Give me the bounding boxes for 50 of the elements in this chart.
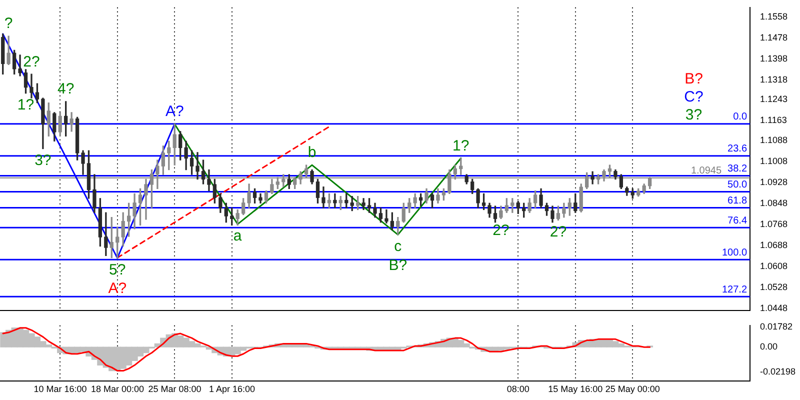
y-tick-label: 1.1318 [760,74,788,84]
annotation: 1? [17,96,34,114]
y-tick-label: 1.0608 [760,260,788,271]
y-tick-label: -0.02198 [760,366,796,376]
annotation: B? [684,70,703,88]
ref-line-label: 1.0945 [690,166,722,177]
annotation: A? [165,102,184,120]
annotation: B? [388,256,408,274]
annotation: 2? [23,53,40,70]
y-tick-label: 1.1008 [760,156,788,166]
y-tick-label: 1.1163 [760,115,787,126]
ref-line-label: 76.4 [728,215,748,226]
y-tick-label: 1.1478 [760,32,788,42]
ref-line-label: 0.0 [733,112,748,123]
y-tick-label: 1.1558 [760,11,788,22]
ref-line-label: 100.0 [722,247,748,258]
ref-line-label: 61.8 [728,196,748,207]
ref-line-label: 127.2 [722,284,748,296]
y-tick-label: 0.01782 [760,321,793,332]
x-tick-label: 1 Apr 16:00 [208,384,255,394]
y-tick-label: 1.0688 [760,240,788,250]
ref-line-label: 23.6 [728,144,748,155]
x-tick-label: 18 Mar 00:00 [90,384,144,394]
y-tick-label: 1.0848 [760,198,788,208]
annotation: a [233,227,242,244]
y-tick-label: 1.0528 [760,282,788,292]
y-tick-label: 1.1088 [760,134,788,145]
annotation: 4? [57,80,74,98]
annotation: 3? [34,152,52,169]
annotation: ? [4,15,13,32]
x-tick-label: 10 Mar 16:00 [34,384,87,394]
x-tick-label: 08:00 [506,384,530,394]
y-tick-label: 1.0928 [760,176,788,187]
x-tick-label: 15 May 16:00 [548,384,603,394]
annotation: c [394,238,402,255]
x-tick-label: 25 May 00:00 [605,384,660,394]
y-tick-label: 1.0768 [760,218,788,229]
annotation: A? [108,280,127,297]
y-tick-label: 0.00 [760,342,778,352]
ref-line-label: 50.0 [728,179,748,190]
annotation: C? [684,88,704,106]
ref-line-label: 38.2 [728,163,748,174]
x-tick-label: 25 Mar 08:00 [148,384,202,394]
annotation: 1? [452,137,470,154]
annotation: 3? [685,106,702,124]
annotation: 5? [109,262,126,279]
annotation: 2? [550,223,567,240]
y-tick-label: 1.0448 [760,302,788,313]
y-tick-label: 1.1243 [760,94,788,104]
y-tick-label: 1.1398 [760,53,788,64]
